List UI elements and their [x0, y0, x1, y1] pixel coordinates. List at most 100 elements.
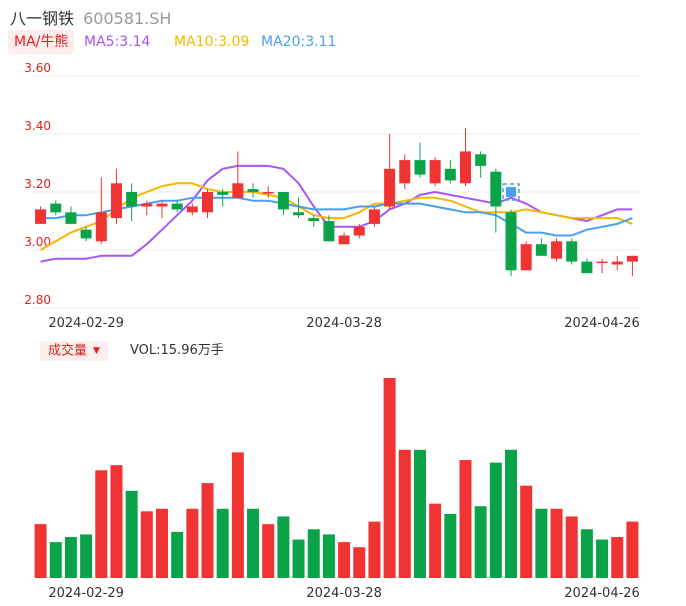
volume-bar: [80, 534, 93, 578]
stock-header: 八一钢铁 600581.SH: [10, 5, 171, 29]
candle-body: [505, 212, 517, 271]
candle: [232, 151, 244, 198]
candle: [308, 215, 320, 227]
candle-body: [551, 241, 563, 259]
volume-bar: [429, 503, 442, 578]
candle-body: [50, 203, 62, 213]
candle: [368, 206, 380, 227]
candle-body: [171, 203, 183, 210]
candle: [611, 255, 623, 271]
candle: [505, 209, 517, 277]
candle-body: [217, 192, 229, 195]
volume-indicator-toggle[interactable]: 成交量 ▼: [40, 341, 108, 361]
volume-bar: [171, 531, 184, 578]
candle: [323, 215, 335, 242]
candle-body: [429, 160, 441, 184]
candle: [566, 238, 578, 265]
stock-name: 八一钢铁: [10, 9, 75, 28]
candle: [581, 258, 593, 274]
y-tick-label: 3.60: [24, 61, 51, 75]
ma-indicator-toggle[interactable]: MA/牛熊: [8, 30, 75, 54]
candle-body: [35, 209, 47, 224]
candle: [444, 160, 456, 184]
volume-bar: [444, 513, 457, 578]
candle-body: [156, 203, 168, 207]
x-tick-label: 2024-04-26: [564, 316, 640, 331]
ma-line-ma20: [40, 196, 633, 237]
candle-body: [535, 244, 547, 256]
candle-body: [566, 241, 578, 262]
volume-bar: [505, 449, 518, 578]
volume-bar: [565, 516, 578, 578]
candle: [384, 134, 396, 210]
candle-body: [490, 171, 502, 207]
candle: [156, 200, 168, 219]
ma10-label: MA10:3.09: [174, 34, 250, 50]
volume-bars: [34, 378, 639, 578]
volume-bar: [49, 542, 62, 578]
volume-bar: [277, 516, 290, 578]
y-tick-label: 3.20: [24, 177, 51, 191]
volume-bar: [216, 508, 229, 578]
candle-body: [399, 160, 411, 184]
candle: [217, 189, 229, 207]
volume-bar: [338, 542, 351, 578]
ma-line-ma10: [40, 182, 633, 251]
volume-bar: [155, 508, 168, 578]
candle-body: [262, 192, 274, 194]
volume-bar: [140, 511, 153, 578]
candle: [551, 238, 563, 262]
candle: [626, 255, 638, 277]
candle: [429, 157, 441, 187]
price-axis-labels: 3.60 3.40 3.20 3.00 2.80: [24, 61, 51, 307]
price-date-labels: 2024-02-29 2024-03-28 2024-04-26: [48, 316, 640, 331]
moving-average-lines: [40, 164, 633, 263]
candle: [126, 183, 138, 221]
candle-body: [444, 168, 456, 181]
volume-bar: [368, 521, 381, 578]
candle-body: [247, 189, 259, 192]
candle: [262, 186, 274, 198]
volume-bar: [611, 536, 624, 578]
candle: [171, 200, 183, 213]
candle-body: [186, 206, 198, 213]
volume-bar: [307, 529, 320, 578]
x-tick-label: 2024-02-29: [48, 586, 124, 601]
candle: [50, 200, 62, 216]
volume-bar: [353, 547, 366, 578]
candle: [186, 203, 198, 216]
candle-body: [95, 212, 107, 242]
candle: [596, 258, 608, 274]
candle-body: [293, 212, 305, 216]
volume-bar: [398, 449, 411, 578]
candle-body: [126, 192, 138, 207]
volume-bar: [34, 524, 47, 578]
candle-body: [596, 261, 608, 264]
volume-bar: [383, 378, 396, 578]
candle: [353, 223, 365, 239]
y-tick-label: 3.40: [24, 119, 51, 133]
volume-bar: [459, 460, 472, 578]
candle: [490, 168, 502, 233]
volume-bar: [125, 490, 138, 578]
volume-bar: [550, 508, 563, 578]
volume-bar: [247, 508, 260, 578]
volume-bar: [292, 539, 305, 578]
marker-icon: [506, 187, 517, 197]
candle-body: [110, 183, 122, 219]
candle-body: [202, 192, 214, 213]
candle: [338, 232, 350, 245]
ma-line-ma5: [40, 164, 633, 263]
candle-body: [338, 235, 350, 245]
ma20-label: MA20:3.11: [261, 34, 337, 50]
price-grid: [33, 75, 640, 309]
candle: [535, 238, 547, 256]
candle: [110, 168, 122, 224]
candle-body: [520, 244, 532, 271]
volume-bar: [535, 508, 548, 578]
caret-down-icon: ▼: [93, 346, 100, 356]
candle: [141, 200, 153, 216]
x-tick-label: 2024-04-26: [564, 586, 640, 601]
candle-body: [308, 218, 320, 221]
